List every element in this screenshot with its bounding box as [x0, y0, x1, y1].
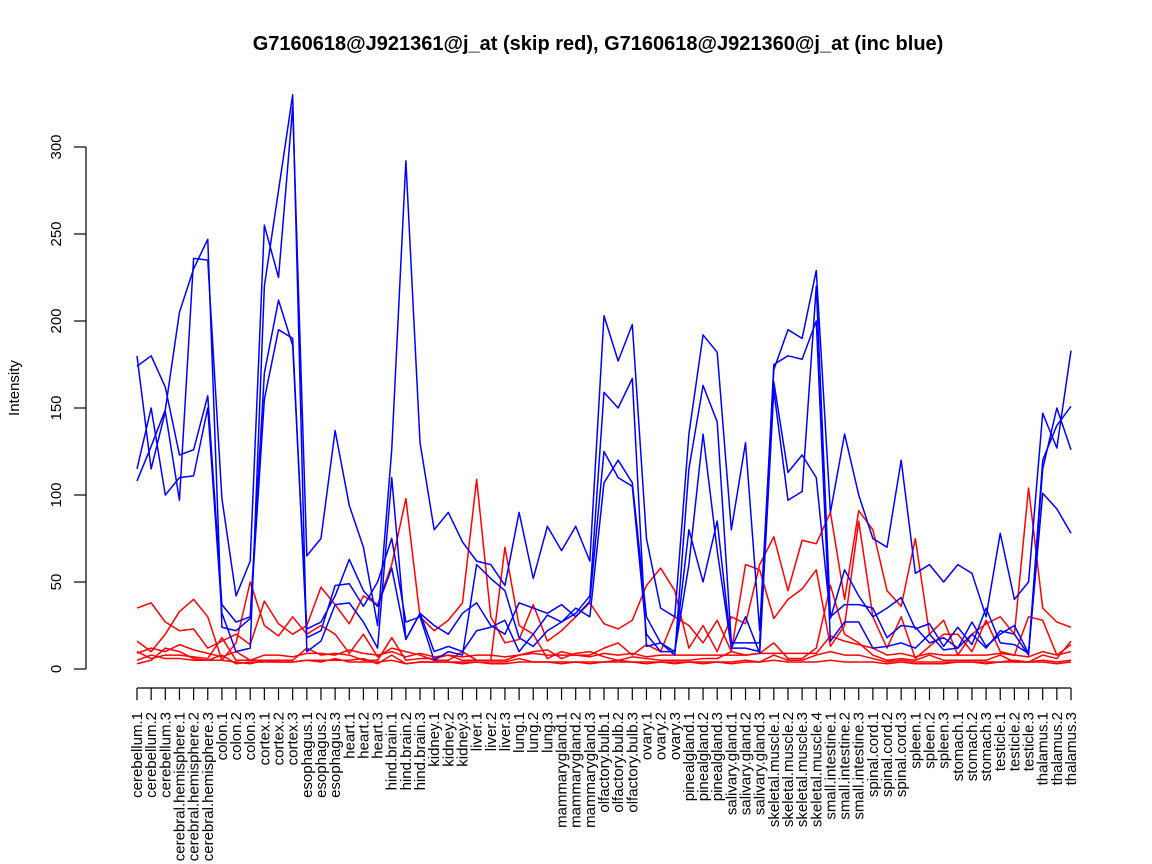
- x-tick-label: heart.2: [355, 712, 372, 759]
- x-tick-label: colon.3: [242, 712, 259, 760]
- x-tick-label: small.intestine.2: [837, 712, 854, 820]
- x-tick-label: testicle.1: [992, 712, 1009, 771]
- x-tick-label: lung.1: [511, 712, 528, 753]
- x-tick-label: cerebral.hemisphere.3: [200, 712, 217, 861]
- x-tick-label: lung.2: [525, 712, 542, 753]
- y-tick-label: 250: [48, 221, 65, 246]
- x-tick-label: ovary.3: [667, 712, 684, 760]
- x-tick-label: mammarygland.1: [554, 712, 571, 828]
- x-tick-label: spinal.cord.2: [879, 712, 896, 797]
- y-tick-label: 100: [48, 482, 65, 507]
- x-tick-label: olfactory.bulb.2: [610, 712, 627, 813]
- y-tick-label: 0: [48, 665, 65, 673]
- x-tick-label: colon.2: [228, 712, 245, 760]
- y-tick-label: 150: [48, 395, 65, 420]
- x-tick-label: spinal.cord.1: [865, 712, 882, 797]
- x-tick-label: cortex.3: [285, 712, 302, 765]
- x-tick-label: ovary.1: [638, 712, 655, 760]
- x-tick-label: thalamus.2: [1049, 712, 1066, 785]
- y-axis: 0 50 100 150 200 250 300: [48, 134, 87, 673]
- blue-series-line-1: [136, 299, 1072, 655]
- blue-series-line-3: [136, 94, 1072, 655]
- x-tick-label: esophagus.1: [299, 712, 316, 798]
- x-tick-label: hind.brain.3: [412, 712, 429, 790]
- x-tick-label: cortex.2: [271, 712, 288, 765]
- x-tick-label: cerebellum.1: [129, 712, 146, 798]
- x-tick-label: cerebellum.2: [143, 712, 160, 798]
- x-tick-label: esophagus.3: [327, 712, 344, 798]
- x-tick-label: mammarygland.2: [568, 712, 585, 828]
- x-tick-label: ovary.2: [653, 712, 670, 760]
- x-tick-label: hind.brain.2: [398, 712, 415, 790]
- x-tick-label: hind.brain.1: [384, 712, 401, 790]
- y-tick-label: 200: [48, 308, 65, 333]
- x-tick-label: heart.3: [370, 712, 387, 759]
- x-tick-label: olfactory.bulb.1: [596, 712, 613, 813]
- red-series-line-6: [136, 584, 1072, 663]
- x-tick-label: cerebellum.3: [157, 712, 174, 798]
- x-tick-label: kidney.1: [426, 712, 443, 767]
- x-tick-label: salivary.gland.3: [752, 712, 769, 815]
- x-tick-label: skeletal.muscle.3: [794, 712, 811, 827]
- chart-title: G7160618@J921361@j_at (skip red), G71606…: [253, 33, 944, 55]
- x-tick-label: pinealgland.3: [709, 712, 726, 801]
- x-tick-label: olfactory.bulb.3: [624, 712, 641, 813]
- x-tick-label: skeletal.muscle.4: [808, 712, 825, 827]
- x-tick-label: stomach.2: [964, 712, 981, 781]
- x-tick-label: cerebral.hemisphere.1: [171, 712, 188, 861]
- x-tick-label: spinal.cord.3: [893, 712, 910, 797]
- y-axis-label: Intensity: [6, 360, 23, 416]
- x-tick-label: thalamus.1: [1035, 712, 1052, 785]
- x-tick-label: esophagus.2: [313, 712, 330, 798]
- blue-series-line-0: [136, 106, 1072, 632]
- x-tick-label: stomach.1: [950, 712, 967, 781]
- x-tick-label: cerebral.hemisphere.2: [186, 712, 203, 861]
- red-series-line-4: [136, 478, 1072, 656]
- x-tick-label: heart.1: [341, 712, 358, 759]
- x-tick-label: mammarygland.3: [582, 712, 599, 828]
- x-tick-label: liver.3: [497, 712, 514, 751]
- x-tick-label: liver.2: [483, 712, 500, 751]
- x-tick-label: spleen.2: [921, 712, 938, 769]
- red-series-line-8: [136, 635, 1072, 662]
- x-tick-label: skeletal.muscle.2: [780, 712, 797, 827]
- x-tick-label: small.intestine.1: [822, 712, 839, 820]
- x-tick-label: thalamus.3: [1063, 712, 1080, 785]
- x-tick-label: skeletal.muscle.1: [766, 712, 783, 827]
- y-tick-label: 50: [48, 574, 65, 591]
- x-tick-label: lung.3: [539, 712, 556, 753]
- series-lines: [136, 94, 1072, 665]
- x-tick-label: stomach.3: [978, 712, 995, 781]
- x-tick-label: spleen.3: [936, 712, 953, 769]
- x-tick-label: kidney.3: [454, 712, 471, 767]
- x-axis: cerebellum.1cerebellum.2cerebellum.3cere…: [129, 687, 1080, 861]
- x-tick-label: testicle.2: [1006, 712, 1023, 771]
- x-tick-label: cortex.1: [256, 712, 273, 765]
- x-tick-label: spleen.1: [907, 712, 924, 769]
- red-series-line-5: [136, 520, 1072, 662]
- x-tick-label: colon.1: [214, 712, 231, 760]
- x-tick-label: pinealgland.1: [681, 712, 698, 801]
- x-tick-label: kidney.2: [440, 712, 457, 767]
- red-series-line-9: [136, 654, 1072, 665]
- x-tick-label: small.intestine.3: [851, 712, 868, 820]
- blue-series-line-2: [136, 238, 1072, 662]
- x-tick-label: salivary.gland.2: [738, 712, 755, 815]
- x-tick-label: salivary.gland.1: [723, 712, 740, 815]
- x-tick-label: testicle.3: [1021, 712, 1038, 771]
- x-tick-label: pinealgland.2: [695, 712, 712, 801]
- y-tick-label: 300: [48, 134, 65, 159]
- x-tick-label: liver.1: [469, 712, 486, 751]
